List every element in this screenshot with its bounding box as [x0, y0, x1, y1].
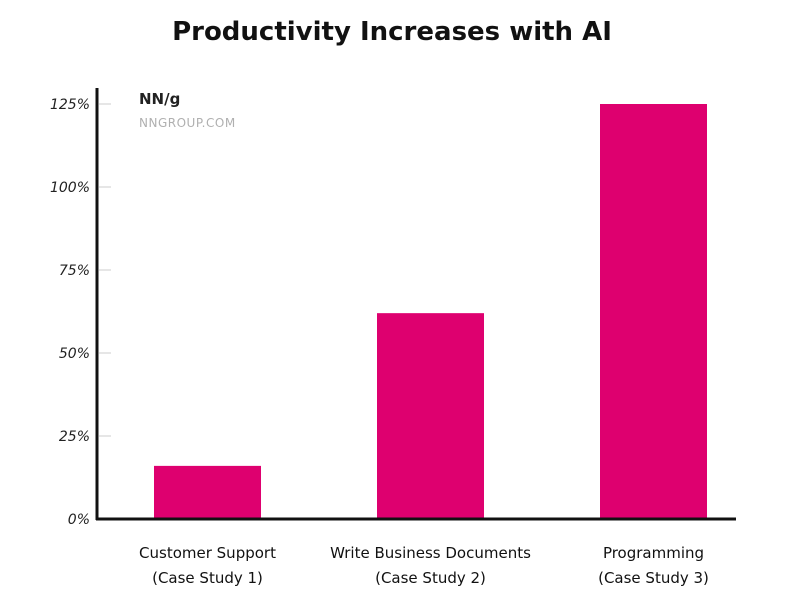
bar [600, 104, 707, 519]
x-category-label: (Case Study 2) [375, 569, 486, 587]
x-category-label: (Case Study 1) [152, 569, 263, 587]
y-tick-label: 100% [50, 180, 90, 196]
x-category-label: Customer Support [139, 544, 276, 562]
x-category-label: Write Business Documents [330, 544, 531, 562]
x-category-label: Programming [603, 544, 704, 562]
y-tick-label: 75% [59, 263, 90, 279]
y-tick-label: 25% [59, 429, 90, 445]
bar [377, 313, 484, 519]
x-category-label: (Case Study 3) [598, 569, 709, 587]
y-tick-label: 0% [68, 512, 90, 528]
logo-site: NNGROUP.COM [139, 116, 236, 130]
logo-mark: NN/g [139, 90, 180, 108]
y-tick-label: 125% [50, 97, 90, 113]
bar [154, 465, 261, 519]
nngroup-logo: NN/g NNGROUP.COM [139, 90, 236, 130]
chart-title: Productivity Increases with AI [172, 17, 612, 47]
y-tick-label: 50% [59, 346, 90, 362]
